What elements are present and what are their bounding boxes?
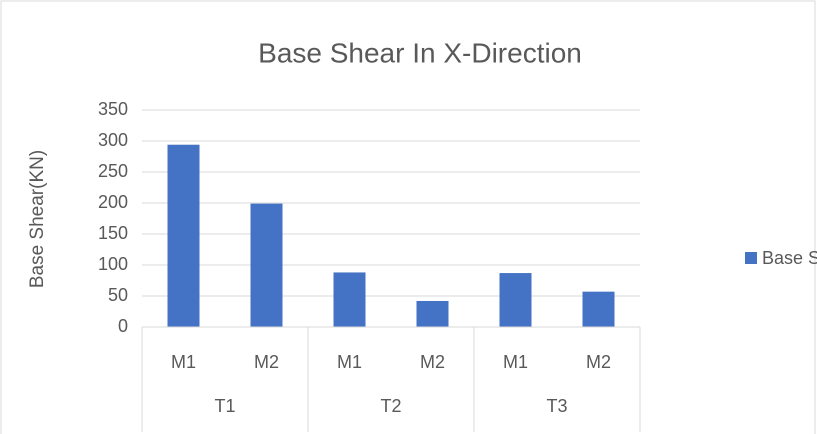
bar — [499, 273, 532, 327]
group-label: T1 — [214, 396, 235, 416]
x-tick-label: M1 — [171, 352, 196, 372]
bar — [582, 291, 615, 327]
x-tick-label: M1 — [337, 352, 362, 372]
bar — [416, 300, 449, 327]
y-tick-label: 350 — [98, 99, 128, 119]
bar — [167, 144, 200, 327]
x-tick-label: M2 — [586, 352, 611, 372]
legend-label: Base Shear — [762, 248, 817, 268]
y-tick-label: 250 — [98, 161, 128, 181]
x-tick-label: M2 — [254, 352, 279, 372]
y-axis-label: Base Shear(KN) — [27, 150, 48, 288]
group-label: T3 — [546, 396, 567, 416]
y-tick-label: 300 — [98, 130, 128, 150]
y-tick-label: 0 — [118, 316, 128, 336]
group-label: T2 — [380, 396, 401, 416]
x-tick-label: M2 — [420, 352, 445, 372]
x-tick-label: M1 — [503, 352, 528, 372]
y-tick-label: 150 — [98, 223, 128, 243]
y-tick-label: 200 — [98, 192, 128, 212]
y-tick-label: 100 — [98, 254, 128, 274]
bar — [250, 203, 283, 327]
chart-title: Base Shear In X-Direction — [258, 37, 582, 68]
y-tick-label: 50 — [108, 285, 128, 305]
bar — [333, 272, 366, 327]
legend-swatch — [745, 252, 757, 264]
